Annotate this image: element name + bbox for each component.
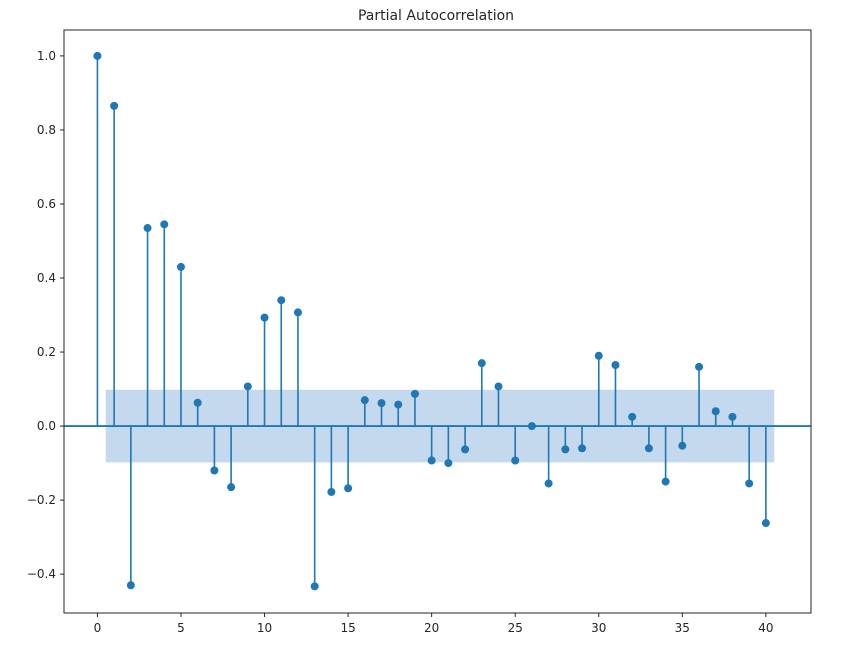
y-axis: 1.0 0.8 0.6 0.4 0.2 0.0 −0.2 −0.4 (27, 49, 64, 581)
stem-marker-lag-37 (711, 407, 720, 416)
y-tick-label: 0.4 (37, 271, 56, 285)
chart-title: Partial Autocorrelation (358, 8, 514, 24)
stem-marker-lag-25 (511, 456, 520, 465)
stem-marker-lag-9 (243, 382, 252, 391)
stem-marker-lag-24 (494, 382, 503, 391)
x-tick-label: 35 (675, 621, 690, 635)
stem-marker-lag-29 (578, 444, 587, 453)
plot-frame (63, 29, 812, 614)
stem-marker-lag-27 (544, 479, 553, 488)
stem-marker-lag-16 (360, 396, 369, 405)
stem-marker-lag-0 (93, 51, 102, 60)
stem-marker-lag-10 (260, 313, 269, 322)
stem-marker-lag-7 (210, 466, 219, 475)
stem-marker-lag-22 (461, 445, 470, 454)
y-tick-label: −0.2 (27, 493, 56, 507)
stems-layer (93, 51, 770, 591)
stem-marker-lag-15 (344, 484, 353, 493)
stem-marker-lag-13 (310, 582, 319, 591)
stem-marker-lag-30 (594, 351, 603, 360)
stem-marker-lag-1 (110, 101, 119, 110)
stem-marker-lag-17 (377, 399, 386, 408)
stem-marker-lag-2 (126, 581, 135, 590)
stem-marker-lag-20 (427, 456, 436, 465)
stem-marker-lag-19 (410, 389, 419, 398)
x-axis: 0 5 10 15 20 25 30 35 40 (94, 613, 774, 635)
y-tick-label: 1.0 (37, 49, 56, 63)
stem-marker-lag-31 (611, 360, 620, 369)
stem-marker-lag-32 (628, 412, 637, 421)
stem-marker-lag-6 (193, 398, 202, 407)
stem-marker-lag-39 (745, 479, 754, 488)
x-tick-label: 0 (94, 621, 102, 635)
x-tick-label: 5 (177, 621, 185, 635)
stem-marker-lag-14 (327, 487, 336, 496)
x-tick-label: 15 (340, 621, 355, 635)
stem-marker-lag-33 (644, 444, 653, 453)
stem-marker-lag-21 (444, 459, 453, 468)
stem-marker-lag-11 (277, 296, 286, 305)
stem-marker-lag-23 (477, 359, 486, 368)
stem-marker-lag-26 (527, 422, 536, 431)
stem-marker-lag-5 (176, 262, 185, 271)
stem-marker-lag-12 (293, 308, 302, 317)
stem-marker-lag-40 (761, 519, 770, 528)
x-tick-label: 25 (508, 621, 523, 635)
y-tick-label: 0.8 (37, 123, 56, 137)
stem-marker-lag-38 (728, 412, 737, 421)
x-tick-label: 10 (257, 621, 272, 635)
stem-marker-lag-18 (394, 400, 403, 409)
y-tick-label: −0.4 (27, 567, 56, 581)
stem-marker-lag-28 (561, 445, 570, 454)
stem-marker-lag-4 (160, 220, 169, 229)
x-tick-label: 40 (758, 621, 773, 635)
stem-marker-lag-35 (678, 441, 687, 450)
stem-marker-lag-8 (227, 483, 236, 492)
stem-marker-lag-34 (661, 477, 670, 486)
y-tick-label: 0.0 (37, 419, 56, 433)
stem-marker-lag-36 (695, 362, 704, 371)
x-tick-label: 30 (591, 621, 606, 635)
stem-marker-lag-3 (143, 224, 152, 233)
x-tick-label: 20 (424, 621, 439, 635)
y-tick-label: 0.6 (37, 197, 56, 211)
y-tick-label: 0.2 (37, 345, 56, 359)
